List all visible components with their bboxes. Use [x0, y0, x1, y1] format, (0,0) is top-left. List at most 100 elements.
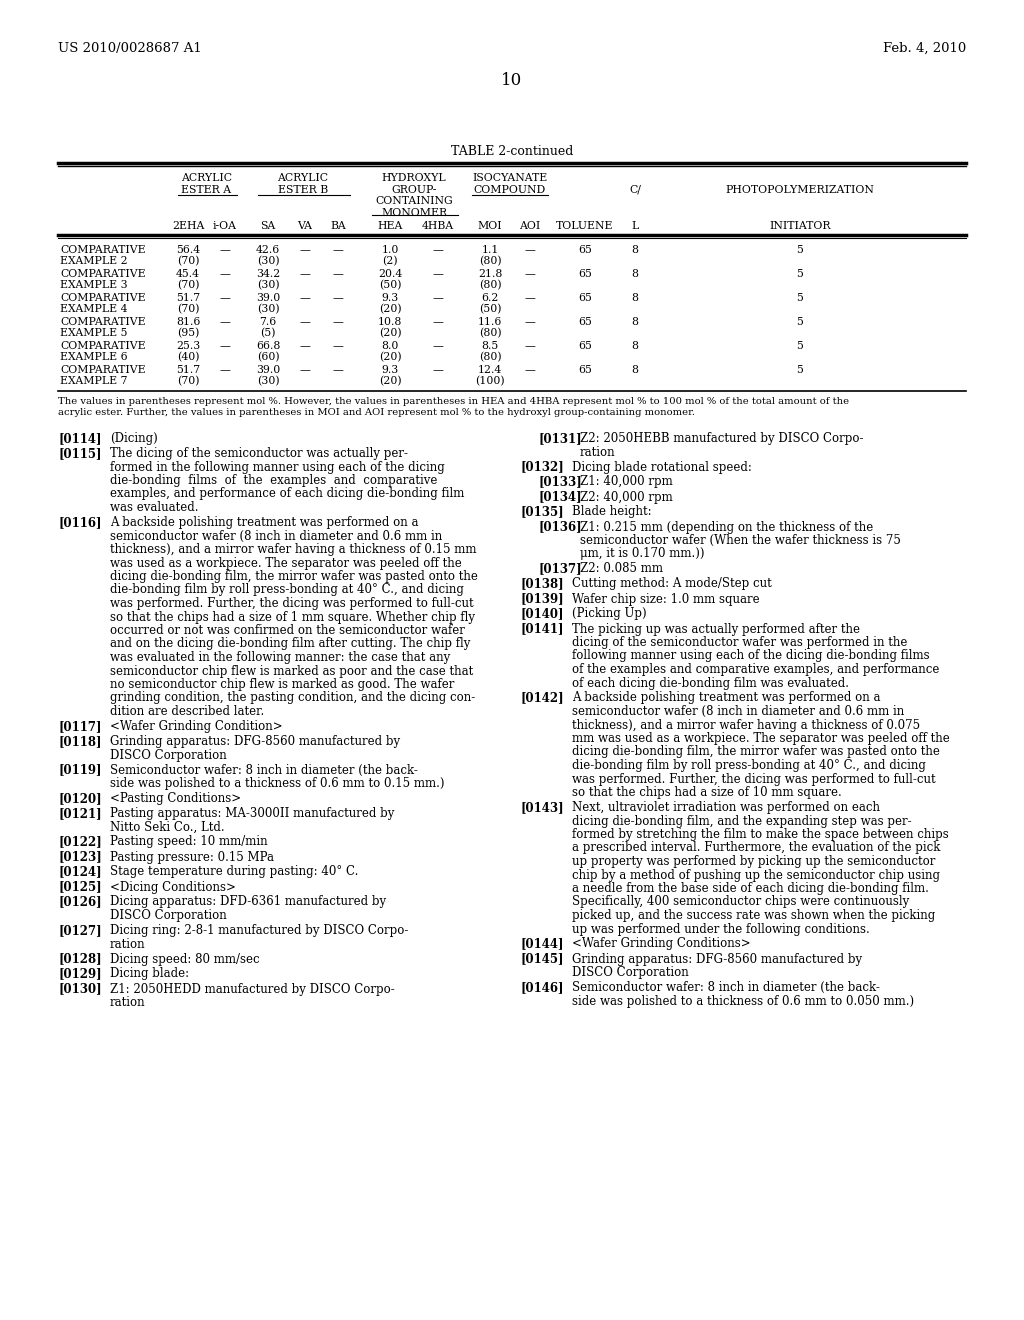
Text: semiconductor wafer (8 inch in diameter and 0.6 mm in: semiconductor wafer (8 inch in diameter …	[572, 705, 904, 718]
Text: Blade height:: Blade height:	[572, 506, 651, 519]
Text: was performed. Further, the dicing was performed to full-cut: was performed. Further, the dicing was p…	[572, 772, 936, 785]
Text: 56.4: 56.4	[176, 246, 200, 255]
Text: —: —	[524, 341, 536, 351]
Text: a needle from the base side of each dicing die-bonding film.: a needle from the base side of each dici…	[572, 882, 929, 895]
Text: [0129]: [0129]	[58, 968, 101, 981]
Text: occurred or not was confirmed on the semiconductor wafer: occurred or not was confirmed on the sem…	[110, 624, 465, 638]
Text: —: —	[300, 293, 310, 304]
Text: [0134]: [0134]	[538, 491, 582, 503]
Text: [0118]: [0118]	[58, 735, 101, 748]
Text: <Dicing Conditions>: <Dicing Conditions>	[110, 880, 236, 894]
Text: (80): (80)	[478, 327, 502, 338]
Text: HYDROXYL
GROUP-
CONTAINING
MONOMER: HYDROXYL GROUP- CONTAINING MONOMER	[375, 173, 453, 218]
Text: 10: 10	[502, 73, 522, 88]
Text: 34.2: 34.2	[256, 269, 281, 279]
Text: [0145]: [0145]	[520, 953, 563, 965]
Text: [0121]: [0121]	[58, 807, 101, 820]
Text: semiconductor wafer (8 inch in diameter and 0.6 mm in: semiconductor wafer (8 inch in diameter …	[110, 529, 442, 543]
Text: was used as a workpiece. The separator was peeled off the: was used as a workpiece. The separator w…	[110, 557, 462, 569]
Text: —: —	[219, 269, 230, 279]
Text: (70): (70)	[177, 280, 200, 290]
Text: AOI: AOI	[519, 220, 541, 231]
Text: i-OA: i-OA	[213, 220, 237, 231]
Text: ACRYLIC
ESTER A: ACRYLIC ESTER A	[181, 173, 232, 194]
Text: [0120]: [0120]	[58, 792, 101, 805]
Text: acrylic ester. Further, the values in parentheses in MOI and AOI represent mol %: acrylic ester. Further, the values in pa…	[58, 408, 695, 417]
Text: 45.4: 45.4	[176, 269, 200, 279]
Text: 39.0: 39.0	[256, 366, 281, 375]
Text: DISCO Corporation: DISCO Corporation	[110, 748, 226, 762]
Text: dicing of the semiconductor wafer was performed in the: dicing of the semiconductor wafer was pe…	[572, 636, 907, 649]
Text: (70): (70)	[177, 304, 200, 314]
Text: thickness), and a mirror wafer having a thickness of 0.075: thickness), and a mirror wafer having a …	[572, 718, 921, 731]
Text: Pasting speed: 10 mm/min: Pasting speed: 10 mm/min	[110, 836, 267, 849]
Text: 51.7: 51.7	[176, 366, 200, 375]
Text: SA: SA	[260, 220, 275, 231]
Text: [0138]: [0138]	[520, 578, 563, 590]
Text: (20): (20)	[379, 352, 401, 362]
Text: (80): (80)	[478, 280, 502, 290]
Text: 5: 5	[797, 269, 804, 279]
Text: grinding condition, the pasting condition, and the dicing con-: grinding condition, the pasting conditio…	[110, 692, 475, 705]
Text: (95): (95)	[177, 327, 200, 338]
Text: up property was performed by picking up the semiconductor: up property was performed by picking up …	[572, 855, 935, 869]
Text: a prescribed interval. Furthermore, the evaluation of the pick: a prescribed interval. Furthermore, the …	[572, 842, 940, 854]
Text: —: —	[300, 246, 310, 255]
Text: BA: BA	[330, 220, 346, 231]
Text: Dicing apparatus: DFD-6361 manufactured by: Dicing apparatus: DFD-6361 manufactured …	[110, 895, 386, 908]
Text: 81.6: 81.6	[176, 317, 200, 327]
Text: formed in the following manner using each of the dicing: formed in the following manner using eac…	[110, 461, 444, 474]
Text: VA: VA	[298, 220, 312, 231]
Text: following manner using each of the dicing die-bonding films: following manner using each of the dicin…	[572, 649, 930, 663]
Text: 65: 65	[579, 366, 592, 375]
Text: Nitto Seki Co., Ltd.: Nitto Seki Co., Ltd.	[110, 821, 224, 833]
Text: [0137]: [0137]	[538, 562, 582, 576]
Text: 9.3: 9.3	[381, 366, 398, 375]
Text: The picking up was actually performed after the: The picking up was actually performed af…	[572, 623, 860, 635]
Text: [0142]: [0142]	[520, 692, 563, 705]
Text: (60): (60)	[257, 352, 280, 362]
Text: side was polished to a thickness of 0.6 mm to 0.050 mm.): side was polished to a thickness of 0.6 …	[572, 994, 914, 1007]
Text: L: L	[632, 220, 639, 231]
Text: INITIATOR: INITIATOR	[769, 220, 830, 231]
Text: US 2010/0028687 A1: US 2010/0028687 A1	[58, 42, 202, 55]
Text: ration: ration	[580, 446, 615, 458]
Text: picked up, and the success rate was shown when the picking: picked up, and the success rate was show…	[572, 909, 935, 921]
Text: —: —	[432, 317, 443, 327]
Text: DISCO Corporation: DISCO Corporation	[572, 966, 689, 979]
Text: (Picking Up): (Picking Up)	[572, 607, 646, 620]
Text: 5: 5	[797, 246, 804, 255]
Text: [0116]: [0116]	[58, 516, 101, 529]
Text: —: —	[432, 293, 443, 304]
Text: MOI: MOI	[477, 220, 503, 231]
Text: 8: 8	[632, 269, 639, 279]
Text: 1.1: 1.1	[481, 246, 499, 255]
Text: —: —	[524, 366, 536, 375]
Text: —: —	[524, 246, 536, 255]
Text: 6.2: 6.2	[481, 293, 499, 304]
Text: EXAMPLE 2: EXAMPLE 2	[60, 256, 128, 267]
Text: —: —	[300, 366, 310, 375]
Text: Z2: 40,000 rpm: Z2: 40,000 rpm	[580, 491, 673, 503]
Text: Stage temperature during pasting: 40° C.: Stage temperature during pasting: 40° C.	[110, 866, 358, 879]
Text: —: —	[300, 317, 310, 327]
Text: 8: 8	[632, 246, 639, 255]
Text: COMPARATIVE: COMPARATIVE	[60, 269, 145, 279]
Text: [0146]: [0146]	[520, 981, 563, 994]
Text: up was performed under the following conditions.: up was performed under the following con…	[572, 923, 869, 936]
Text: A backside polishing treatment was performed on a: A backside polishing treatment was perfo…	[572, 692, 881, 705]
Text: Semiconductor wafer: 8 inch in diameter (the back-: Semiconductor wafer: 8 inch in diameter …	[572, 981, 880, 994]
Text: —: —	[432, 341, 443, 351]
Text: [0144]: [0144]	[520, 937, 563, 950]
Text: HEA: HEA	[377, 220, 402, 231]
Text: ration: ration	[110, 937, 145, 950]
Text: Dicing ring: 2-8-1 manufactured by DISCO Corpo-: Dicing ring: 2-8-1 manufactured by DISCO…	[110, 924, 409, 937]
Text: —: —	[333, 341, 343, 351]
Text: (30): (30)	[257, 256, 280, 267]
Text: <Wafer Grinding Condition>: <Wafer Grinding Condition>	[110, 719, 283, 733]
Text: COMPARATIVE: COMPARATIVE	[60, 366, 145, 375]
Text: Pasting pressure: 0.15 MPa: Pasting pressure: 0.15 MPa	[110, 850, 274, 863]
Text: [0124]: [0124]	[58, 866, 101, 879]
Text: ACRYLIC
ESTER B: ACRYLIC ESTER B	[278, 173, 329, 194]
Text: Grinding apparatus: DFG-8560 manufactured by: Grinding apparatus: DFG-8560 manufacture…	[110, 735, 400, 748]
